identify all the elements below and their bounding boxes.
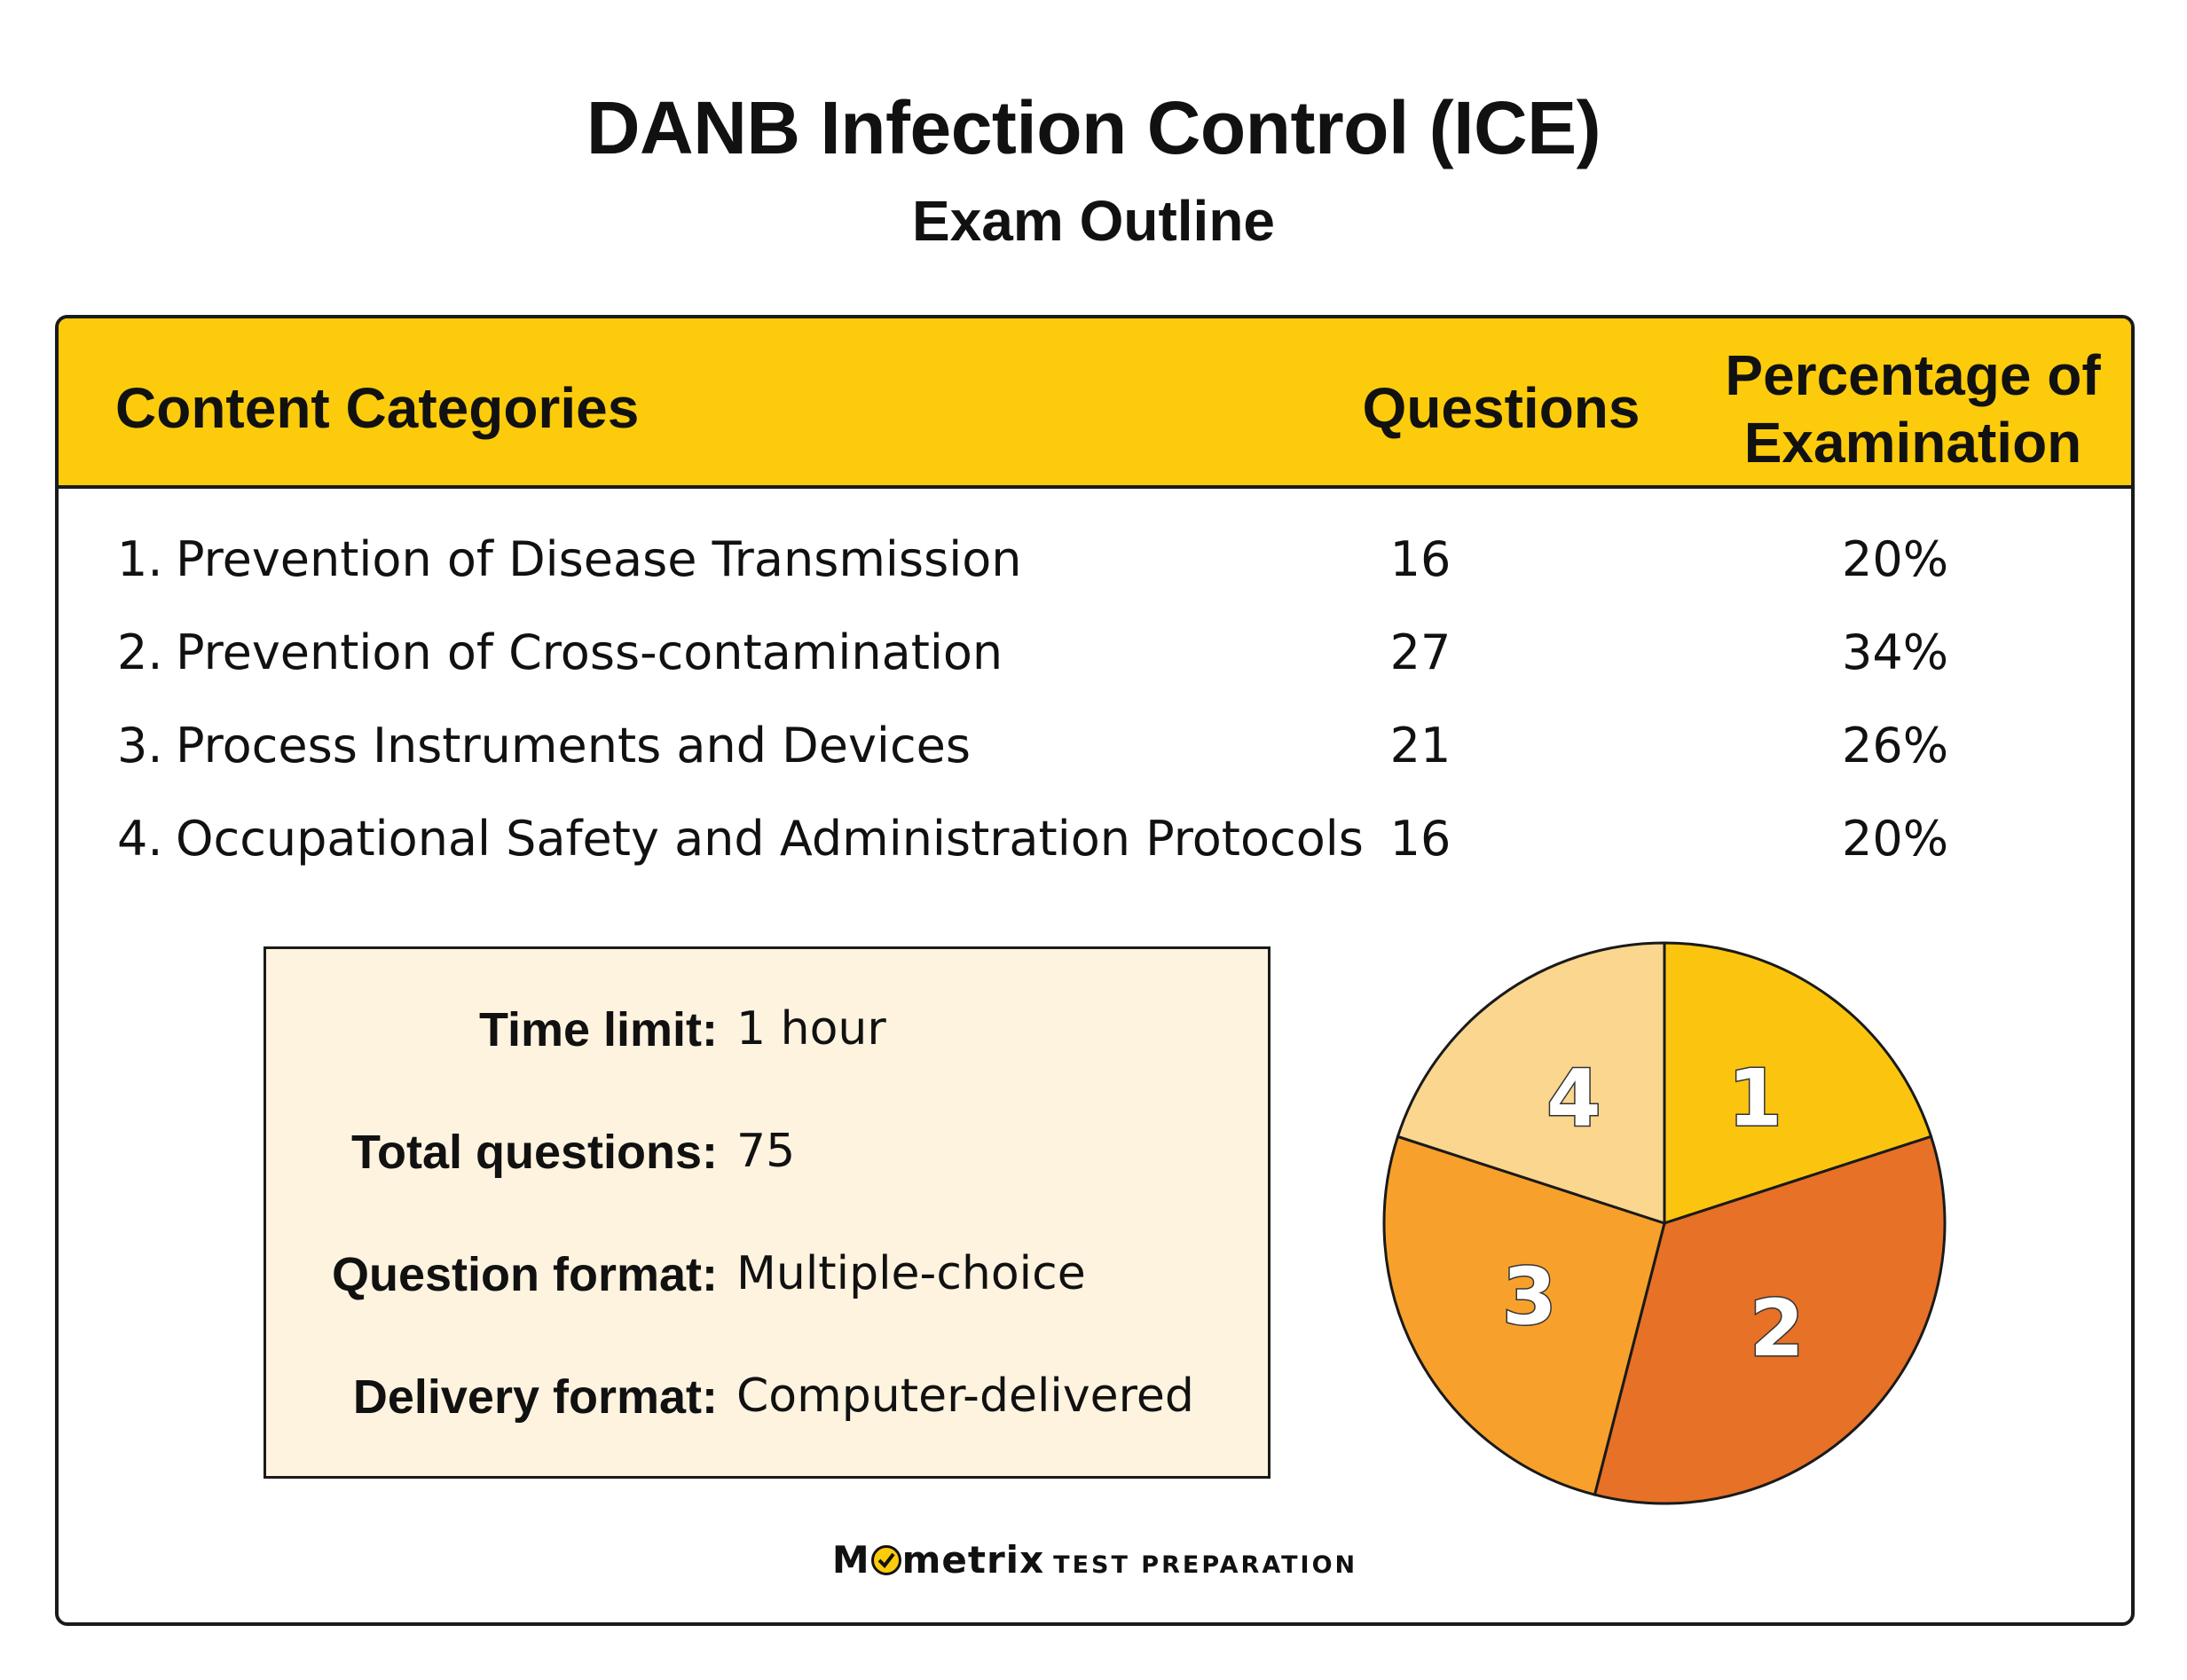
row-category: Prevention of Cross-contamination xyxy=(176,624,1003,680)
pie-slice-label: 2 xyxy=(1750,1283,1804,1374)
delivery-format-label: Delivery format: xyxy=(352,1370,718,1424)
logo-brand-left: M xyxy=(831,1538,870,1582)
time-limit-value: 1 hour xyxy=(736,1002,886,1056)
table-row: 2. Prevention of Cross-contamination 27 … xyxy=(59,624,2131,704)
row-percentage: 34% xyxy=(1841,624,1949,680)
row-questions: 21 xyxy=(1389,718,1451,773)
pie-slice-label: 1 xyxy=(1728,1052,1782,1143)
table-row: 4. Occupational Safety and Administratio… xyxy=(59,811,2131,891)
exam-info-box: Time limit: 1 hour Total questions: 75 Q… xyxy=(264,946,1271,1479)
logo-tagline: TEST PREPARATION xyxy=(1053,1551,1358,1579)
page-subtitle: Exam Outline xyxy=(912,189,1275,253)
header-percentage: Percentage of Examination xyxy=(1700,341,2126,476)
delivery-format-value: Computer-delivered xyxy=(736,1370,1194,1423)
pie-slice-2 xyxy=(1593,1134,1947,1505)
question-format-label: Question format: xyxy=(331,1248,718,1301)
pie-slice-label: 3 xyxy=(1502,1252,1556,1343)
row-number: 3. xyxy=(117,718,163,773)
total-questions-label: Total questions: xyxy=(351,1126,718,1179)
header-percentage-line2: Examination xyxy=(1743,411,2082,475)
row-questions: 16 xyxy=(1389,811,1451,867)
time-limit-label: Time limit: xyxy=(478,1003,718,1056)
pie-slice-3 xyxy=(1382,1134,1666,1496)
info-time-limit: Time limit: 1 hour xyxy=(266,1002,1268,1073)
info-total-questions: Total questions: 75 xyxy=(266,1125,1268,1196)
row-percentage: 20% xyxy=(1841,811,1949,867)
exam-outline-card: Content Categories Questions Percentage … xyxy=(55,315,2135,1626)
row-number: 4. xyxy=(117,811,163,867)
logo-brand-right: metrix xyxy=(901,1538,1045,1582)
header-percentage-line1: Percentage of xyxy=(1725,343,2101,407)
pie-chart: 1 2 3 4 xyxy=(1382,941,1947,1505)
header-content-categories: Content Categories xyxy=(115,376,640,440)
page-title: DANB Infection Control (ICE) xyxy=(586,86,1601,169)
row-number: 2. xyxy=(117,624,163,680)
row-questions: 16 xyxy=(1389,531,1451,587)
row-number: 1. xyxy=(117,531,163,587)
pie-slice-label: 4 xyxy=(1546,1052,1601,1143)
row-category: Prevention of Disease Transmission xyxy=(176,531,1022,587)
table-row: 3. Process Instruments and Devices 21 26… xyxy=(59,718,2131,797)
table-header: Content Categories Questions Percentage … xyxy=(59,318,2131,489)
info-delivery-format: Delivery format: Computer-delivered xyxy=(266,1370,1268,1441)
pie-slice-1 xyxy=(1663,941,1933,1226)
row-percentage: 20% xyxy=(1841,531,1949,587)
question-format-value: Multiple-choice xyxy=(736,1247,1086,1300)
header-questions: Questions xyxy=(1362,376,1640,440)
table-row: 1. Prevention of Disease Transmission 16… xyxy=(59,531,2131,611)
pie-slice-4 xyxy=(1396,941,1666,1226)
row-percentage: 26% xyxy=(1841,718,1949,773)
checkmark-icon xyxy=(870,1545,901,1575)
row-category: Process Instruments and Devices xyxy=(176,718,971,773)
row-category: Occupational Safety and Administration P… xyxy=(176,811,1364,867)
total-questions-value: 75 xyxy=(736,1125,796,1178)
info-question-format: Question format: Multiple-choice xyxy=(266,1247,1268,1318)
row-questions: 27 xyxy=(1389,624,1451,680)
